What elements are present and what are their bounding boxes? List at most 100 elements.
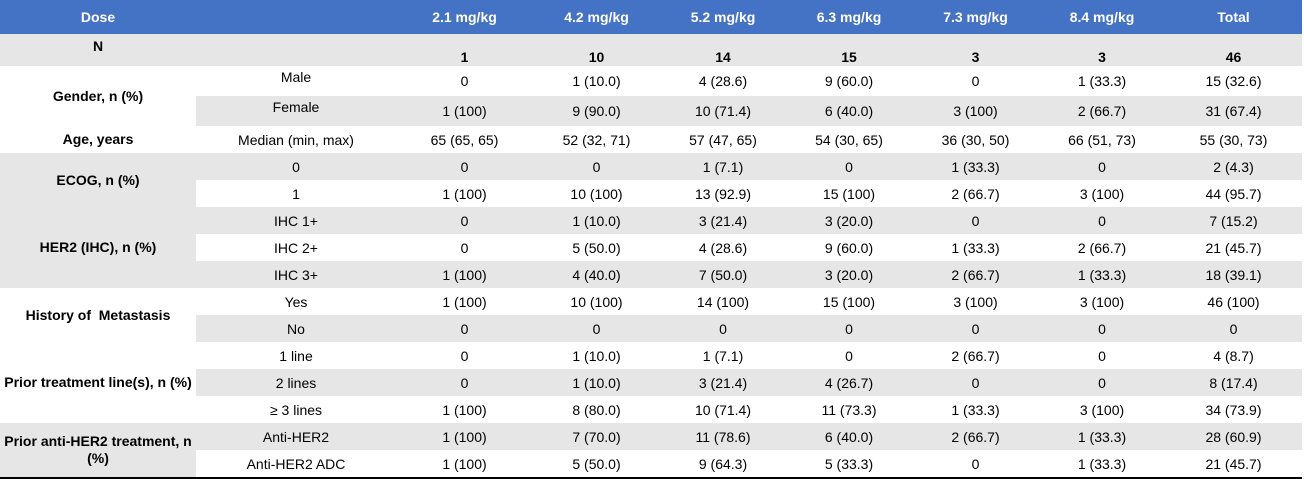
n-value: 15	[786, 34, 912, 66]
row-sublabel: Anti-HER2	[196, 423, 396, 450]
cell: 0	[460, 239, 469, 256]
cell: 4 (26.7)	[786, 369, 912, 396]
header-blank	[196, 0, 396, 34]
column-header-8.4: 8.4 mg/kg	[1039, 0, 1165, 34]
cell: 0	[1039, 153, 1165, 180]
row-sublabel: Yes	[284, 293, 308, 310]
cell: 14 (100)	[696, 293, 750, 310]
cell: 1 (7.1)	[660, 153, 786, 180]
cell: 2 (66.7)	[951, 347, 1000, 364]
cell: 1 (10.0)	[572, 73, 621, 89]
age-label: Age, years	[0, 126, 196, 153]
cell: 57 (47, 65)	[689, 131, 757, 148]
cell: 2 (66.7)	[1039, 96, 1165, 126]
n-value: 14	[660, 34, 786, 66]
cell: 1 (33.3)	[1077, 73, 1127, 89]
n-value: 46	[1165, 34, 1302, 66]
table-row: ≥ 3 lines 1 (100) 8 (80.0) 10 (71.4) 11 …	[0, 396, 1302, 423]
table-row: ECOG, n (%) 0 0 0 1 (7.1) 0 1 (33.3) 0 2…	[0, 153, 1302, 207]
table-row: Age, years Median (min, max) 65 (65, 65)…	[0, 126, 1302, 153]
cell: 11 (73.3)	[821, 401, 877, 418]
cell: 1 (100)	[442, 185, 487, 202]
ecog-label: ECOG, n (%)	[0, 153, 196, 207]
row-sublabel: 2 lines	[196, 369, 396, 396]
cell: 1 (10.0)	[572, 347, 621, 364]
n-value: 3	[1039, 34, 1165, 66]
cell: 1 (100)	[396, 423, 533, 450]
cell: 1 (33.3)	[1039, 261, 1165, 288]
cell: 7 (50.0)	[660, 261, 786, 288]
cell: 1 (33.3)	[951, 239, 1000, 256]
cell: 21 (45.7)	[1205, 455, 1262, 472]
cell: 0	[1098, 347, 1106, 364]
cell: 9 (90.0)	[533, 96, 660, 126]
cell: 1 (33.3)	[912, 153, 1039, 180]
cell: 9 (60.0)	[824, 239, 874, 256]
table-row: History of Metastasis Yes 1 (100) 10 (10…	[0, 288, 1302, 342]
cell: 4 (28.6)	[698, 239, 748, 256]
column-header-6.3: 6.3 mg/kg	[786, 0, 912, 34]
cell: 0	[912, 369, 1039, 396]
table-row: Anti-HER2 ADC 1 (100) 5 (50.0) 9 (64.3) …	[0, 450, 1302, 478]
cell: 0	[396, 153, 533, 180]
cell: 3 (100)	[953, 293, 998, 310]
cell: 0	[971, 73, 980, 89]
cell: 0	[1039, 369, 1165, 396]
cell: 36 (30, 50)	[941, 131, 1010, 148]
cell: 0	[660, 315, 786, 342]
table-row: Prior treatment line(s), n (%) 1 line 0 …	[0, 342, 1302, 423]
dose-header: Dose	[0, 0, 196, 34]
cell: 0	[396, 369, 533, 396]
cell: 9 (64.3)	[698, 455, 748, 472]
cell: 28 (60.9)	[1165, 423, 1302, 450]
cell: 7 (15.2)	[1165, 207, 1302, 234]
cell: 2 (66.7)	[1077, 239, 1127, 256]
cell: 6 (40.0)	[786, 96, 912, 126]
n-label: N	[0, 34, 196, 66]
cell: 2 (66.7)	[912, 261, 1039, 288]
table-row: 2 lines 0 1 (10.0) 3 (21.4) 4 (26.7) 0 0…	[0, 369, 1302, 396]
cell: 0	[1165, 315, 1302, 342]
row-sublabel: Male	[280, 69, 312, 85]
cell: 1 (100)	[442, 455, 487, 472]
row-sublabel: Anti-HER2 ADC	[246, 455, 346, 472]
cell: 54 (30, 65)	[815, 131, 883, 148]
cell: 6 (40.0)	[786, 423, 912, 450]
table-row: Prior anti-HER2 treatment, n (%) Anti-HE…	[0, 423, 1302, 478]
column-header-5.2: 5.2 mg/kg	[660, 0, 786, 34]
cell: 1 (7.1)	[702, 347, 744, 364]
cell: 18 (39.1)	[1165, 261, 1302, 288]
table-row: 1 1 (100) 10 (100) 13 (92.9) 15 (100) 2 …	[0, 180, 1302, 207]
cell: 4 (28.6)	[698, 73, 748, 89]
table-row: No 0 0 0 0 0 0 0	[0, 315, 1302, 342]
row-sublabel: IHC 1+	[196, 207, 396, 234]
n-blank	[196, 34, 396, 66]
gender-label: Gender, n (%)	[0, 66, 196, 126]
prior-lines-label: Prior treatment line(s), n (%)	[0, 342, 196, 423]
cell: 15 (100)	[822, 185, 876, 202]
cell: 10 (71.4)	[660, 96, 786, 126]
table-row: Female 1 (100) 9 (90.0) 10 (71.4) 6 (40.…	[0, 96, 1302, 126]
cell: 1 (33.3)	[1039, 423, 1165, 450]
cell: 3 (100)	[1079, 401, 1125, 418]
cell: 0	[460, 73, 469, 89]
cell: 0	[533, 315, 660, 342]
cell: 21 (45.7)	[1205, 239, 1262, 256]
column-header-2.1: 2.1 mg/kg	[396, 0, 533, 34]
cell: 3 (20.0)	[786, 261, 912, 288]
cell: 1 (100)	[442, 293, 487, 310]
n-value: 1	[396, 34, 533, 66]
cell: 44 (95.7)	[1205, 185, 1262, 202]
cell: 9 (60.0)	[824, 73, 874, 89]
cell: 65 (65, 65)	[430, 131, 499, 148]
metastasis-label: History of Metastasis	[0, 288, 196, 342]
cell: 13 (92.9)	[694, 185, 752, 202]
cell: 0	[786, 153, 912, 180]
header-row: Dose 2.1 mg/kg 4.2 mg/kg 5.2 mg/kg 6.3 m…	[0, 0, 1302, 34]
row-sublabel: Median (min, max)	[238, 131, 354, 148]
cell: 34 (73.9)	[1205, 401, 1262, 418]
cell: 0	[1039, 315, 1165, 342]
cell: 66 (51, 73)	[1068, 131, 1136, 148]
table-row: Gender, n (%) Male 0 1 (10.0) 4 (28.6) 9…	[0, 66, 1302, 126]
cell: 3 (100)	[1079, 293, 1125, 310]
